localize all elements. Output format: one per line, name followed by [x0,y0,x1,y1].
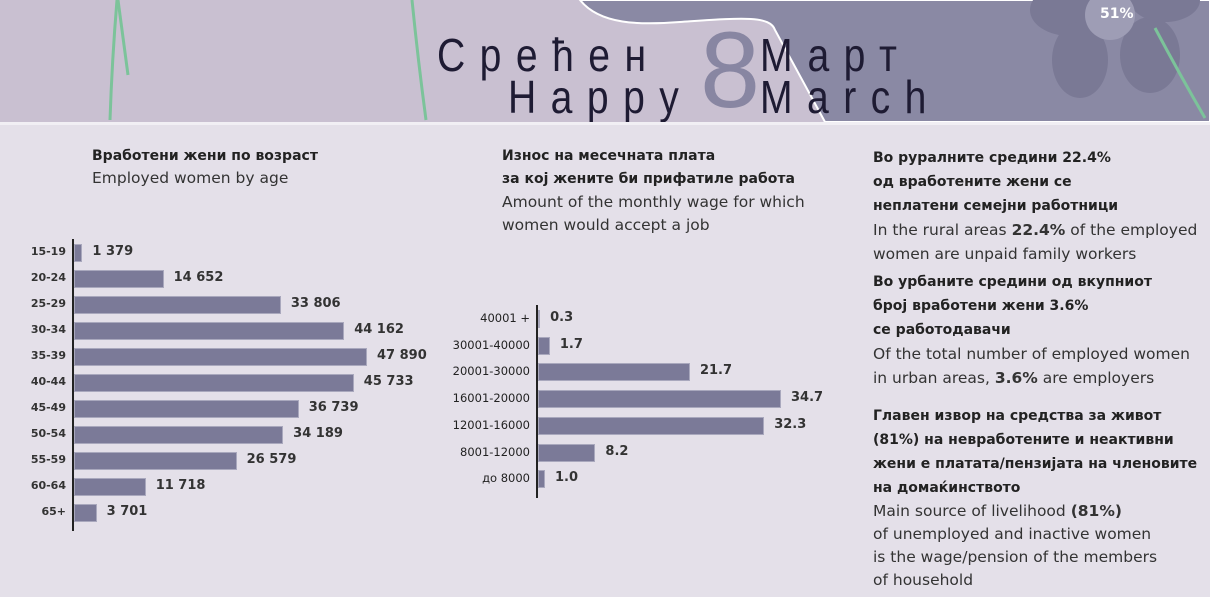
category-label: 40001 + [480,311,530,325]
category-label: 20001-30000 [452,364,530,379]
fact-livelihood-mk-4: на домаќинството [873,480,1021,496]
flower-icon [1030,0,1200,98]
category-label: 16001-20000 [452,391,530,406]
value-label: 34 189 [293,426,343,441]
title-eight: 8 [700,9,761,123]
category-label: 25-29 [30,297,66,310]
fact-livelihood-en-1: Main source of livelihood (81%) [873,502,1122,520]
category-label: 50-54 [30,427,66,440]
value-label: 32.3 [774,416,807,432]
category-label: 65+ [41,505,66,518]
value-label: 26 579 [246,452,297,467]
value-label: 1.7 [559,336,583,352]
bar [74,426,284,444]
value-label: 47 890 [377,348,427,363]
title-en-march: March [760,71,941,122]
bar [74,322,345,340]
bar [74,504,97,522]
fact-urban-en-1: Of the total number of employed women [873,345,1190,363]
fact-rural-mk-2: од вработените жени се [873,174,1072,190]
value-label: 3 701 [106,504,148,519]
bar [74,244,83,262]
value-label: 8.2 [605,443,629,459]
bar [538,390,781,409]
title-mk-march: Март [760,29,912,81]
chart2-subtitle: Amount of the monthly wage for which [502,193,805,211]
divider [0,122,1210,125]
category-label: 15-19 [30,245,66,258]
bar [538,416,765,435]
y-axis-line [536,305,538,498]
chart1-title: Вработени жени по возраст [92,148,318,164]
bar [74,296,281,314]
fact-urban: Во урбаните средини од вкупниот број вра… [873,270,1190,390]
category-label: 60-64 [30,479,66,492]
value-label: 44 162 [354,322,404,337]
percent-badge: 51% [1100,6,1134,22]
fact-urban-en-2: in urban areas, 3.6% are employers [873,369,1155,387]
value-label: 45 733 [363,374,414,389]
header-decoration [108,0,1210,122]
fact-urban-mk-1: Во урбаните средини од вкупниот [873,274,1152,290]
fact-livelihood-mk-1: Главен извор на средства за живот [873,408,1162,424]
category-label: 12001-16000 [452,417,530,432]
fact-rural-mk-1: Во руралните средини 22.4% [873,150,1111,166]
value-label: 34.7 [791,390,824,406]
title-en: Happy [508,71,694,122]
bar [538,443,596,462]
value-label: 21.7 [699,363,733,379]
bar [74,348,367,366]
fact-livelihood-en-2: of unemployed and inactive women [873,525,1152,543]
fact-urban-mk-2: број вработени жени 3.6% [873,298,1089,314]
fact-rural-en-1: In the rural areas 22.4% of the employed [873,221,1198,239]
value-label: 1.0 [555,470,579,486]
bar [538,310,541,328]
fact-livelihood-en-3: is the wage/pension of the members [873,548,1158,566]
fact-rural-mk-3: неплатени семејни работници [873,198,1119,214]
bar [74,270,164,288]
bar [74,400,299,418]
category-label: 20-24 [30,271,66,284]
value-label: 36 739 [308,400,359,415]
y-axis-line [72,239,74,531]
category-label: 30-34 [30,323,66,336]
chart2-subtitle2: women would accept a job [502,216,710,234]
category-label: 45-49 [30,401,66,414]
fact-livelihood-en-4: of household [873,571,974,589]
category-label: 8001-12000 [460,444,530,459]
bar [538,336,550,355]
bar [74,452,237,470]
fact-livelihood: Главен извор на средства за живот (81%) … [873,404,1197,592]
fact-livelihood-mk-2: (81%) на невработените и неактивни [873,432,1174,448]
bar [74,478,146,496]
bar [538,363,690,382]
title-mk: Срећен [437,29,661,81]
category-label: 55-59 [30,453,66,466]
bar [538,470,545,489]
header-banner: 8 Срећен Март Happy March 51% [0,0,1210,122]
value-label: 11 718 [155,478,206,493]
value-label: 33 806 [290,296,341,311]
category-label: 35-39 [30,349,66,362]
value-label: 14 652 [173,270,224,285]
chart2-title: Износ на месечната плата [502,148,716,164]
fact-rural: Во руралните средини 22.4% од вработенит… [873,146,1197,266]
category-label: 30001-40000 [452,337,530,352]
fact-livelihood-mk-3: жени е платата/пензијата на членовите [873,456,1198,472]
chart1-subtitle: Employed women by age [92,169,289,187]
category-label: до 8000 [482,471,530,486]
category-label: 40-44 [30,375,66,388]
chart2-title2: за кој жените би прифатиле работа [502,171,795,187]
fact-rural-en-2: women are unpaid family workers [873,245,1137,263]
bar [74,374,354,392]
value-label: 1 379 [92,244,134,259]
value-label: 0.3 [550,310,574,325]
flower-center [1085,0,1135,40]
grass-blade [116,0,130,76]
fact-urban-mk-3: се работодавачи [873,322,1011,338]
